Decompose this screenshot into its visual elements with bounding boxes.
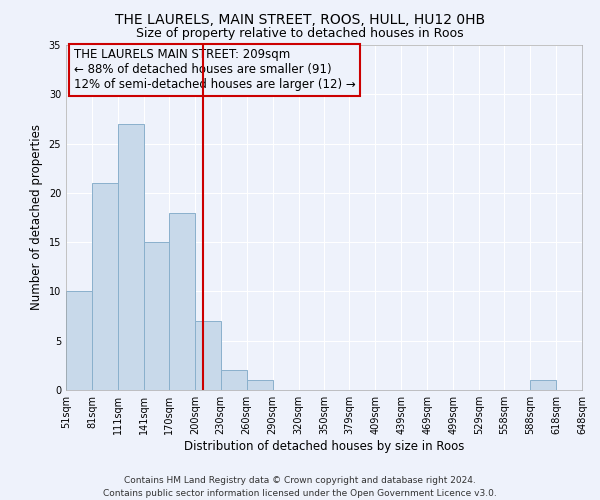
Bar [530, 380, 556, 390]
Bar [66, 292, 92, 390]
Bar [195, 321, 221, 390]
Bar [169, 212, 195, 390]
Bar [247, 380, 272, 390]
Text: Size of property relative to detached houses in Roos: Size of property relative to detached ho… [136, 28, 464, 40]
Bar [92, 183, 118, 390]
Bar [221, 370, 247, 390]
Bar [118, 124, 144, 390]
X-axis label: Distribution of detached houses by size in Roos: Distribution of detached houses by size … [184, 440, 464, 453]
Text: Contains HM Land Registry data © Crown copyright and database right 2024.
Contai: Contains HM Land Registry data © Crown c… [103, 476, 497, 498]
Text: THE LAURELS, MAIN STREET, ROOS, HULL, HU12 0HB: THE LAURELS, MAIN STREET, ROOS, HULL, HU… [115, 12, 485, 26]
Bar [144, 242, 169, 390]
Y-axis label: Number of detached properties: Number of detached properties [30, 124, 43, 310]
Text: THE LAURELS MAIN STREET: 209sqm
← 88% of detached houses are smaller (91)
12% of: THE LAURELS MAIN STREET: 209sqm ← 88% of… [74, 48, 355, 92]
